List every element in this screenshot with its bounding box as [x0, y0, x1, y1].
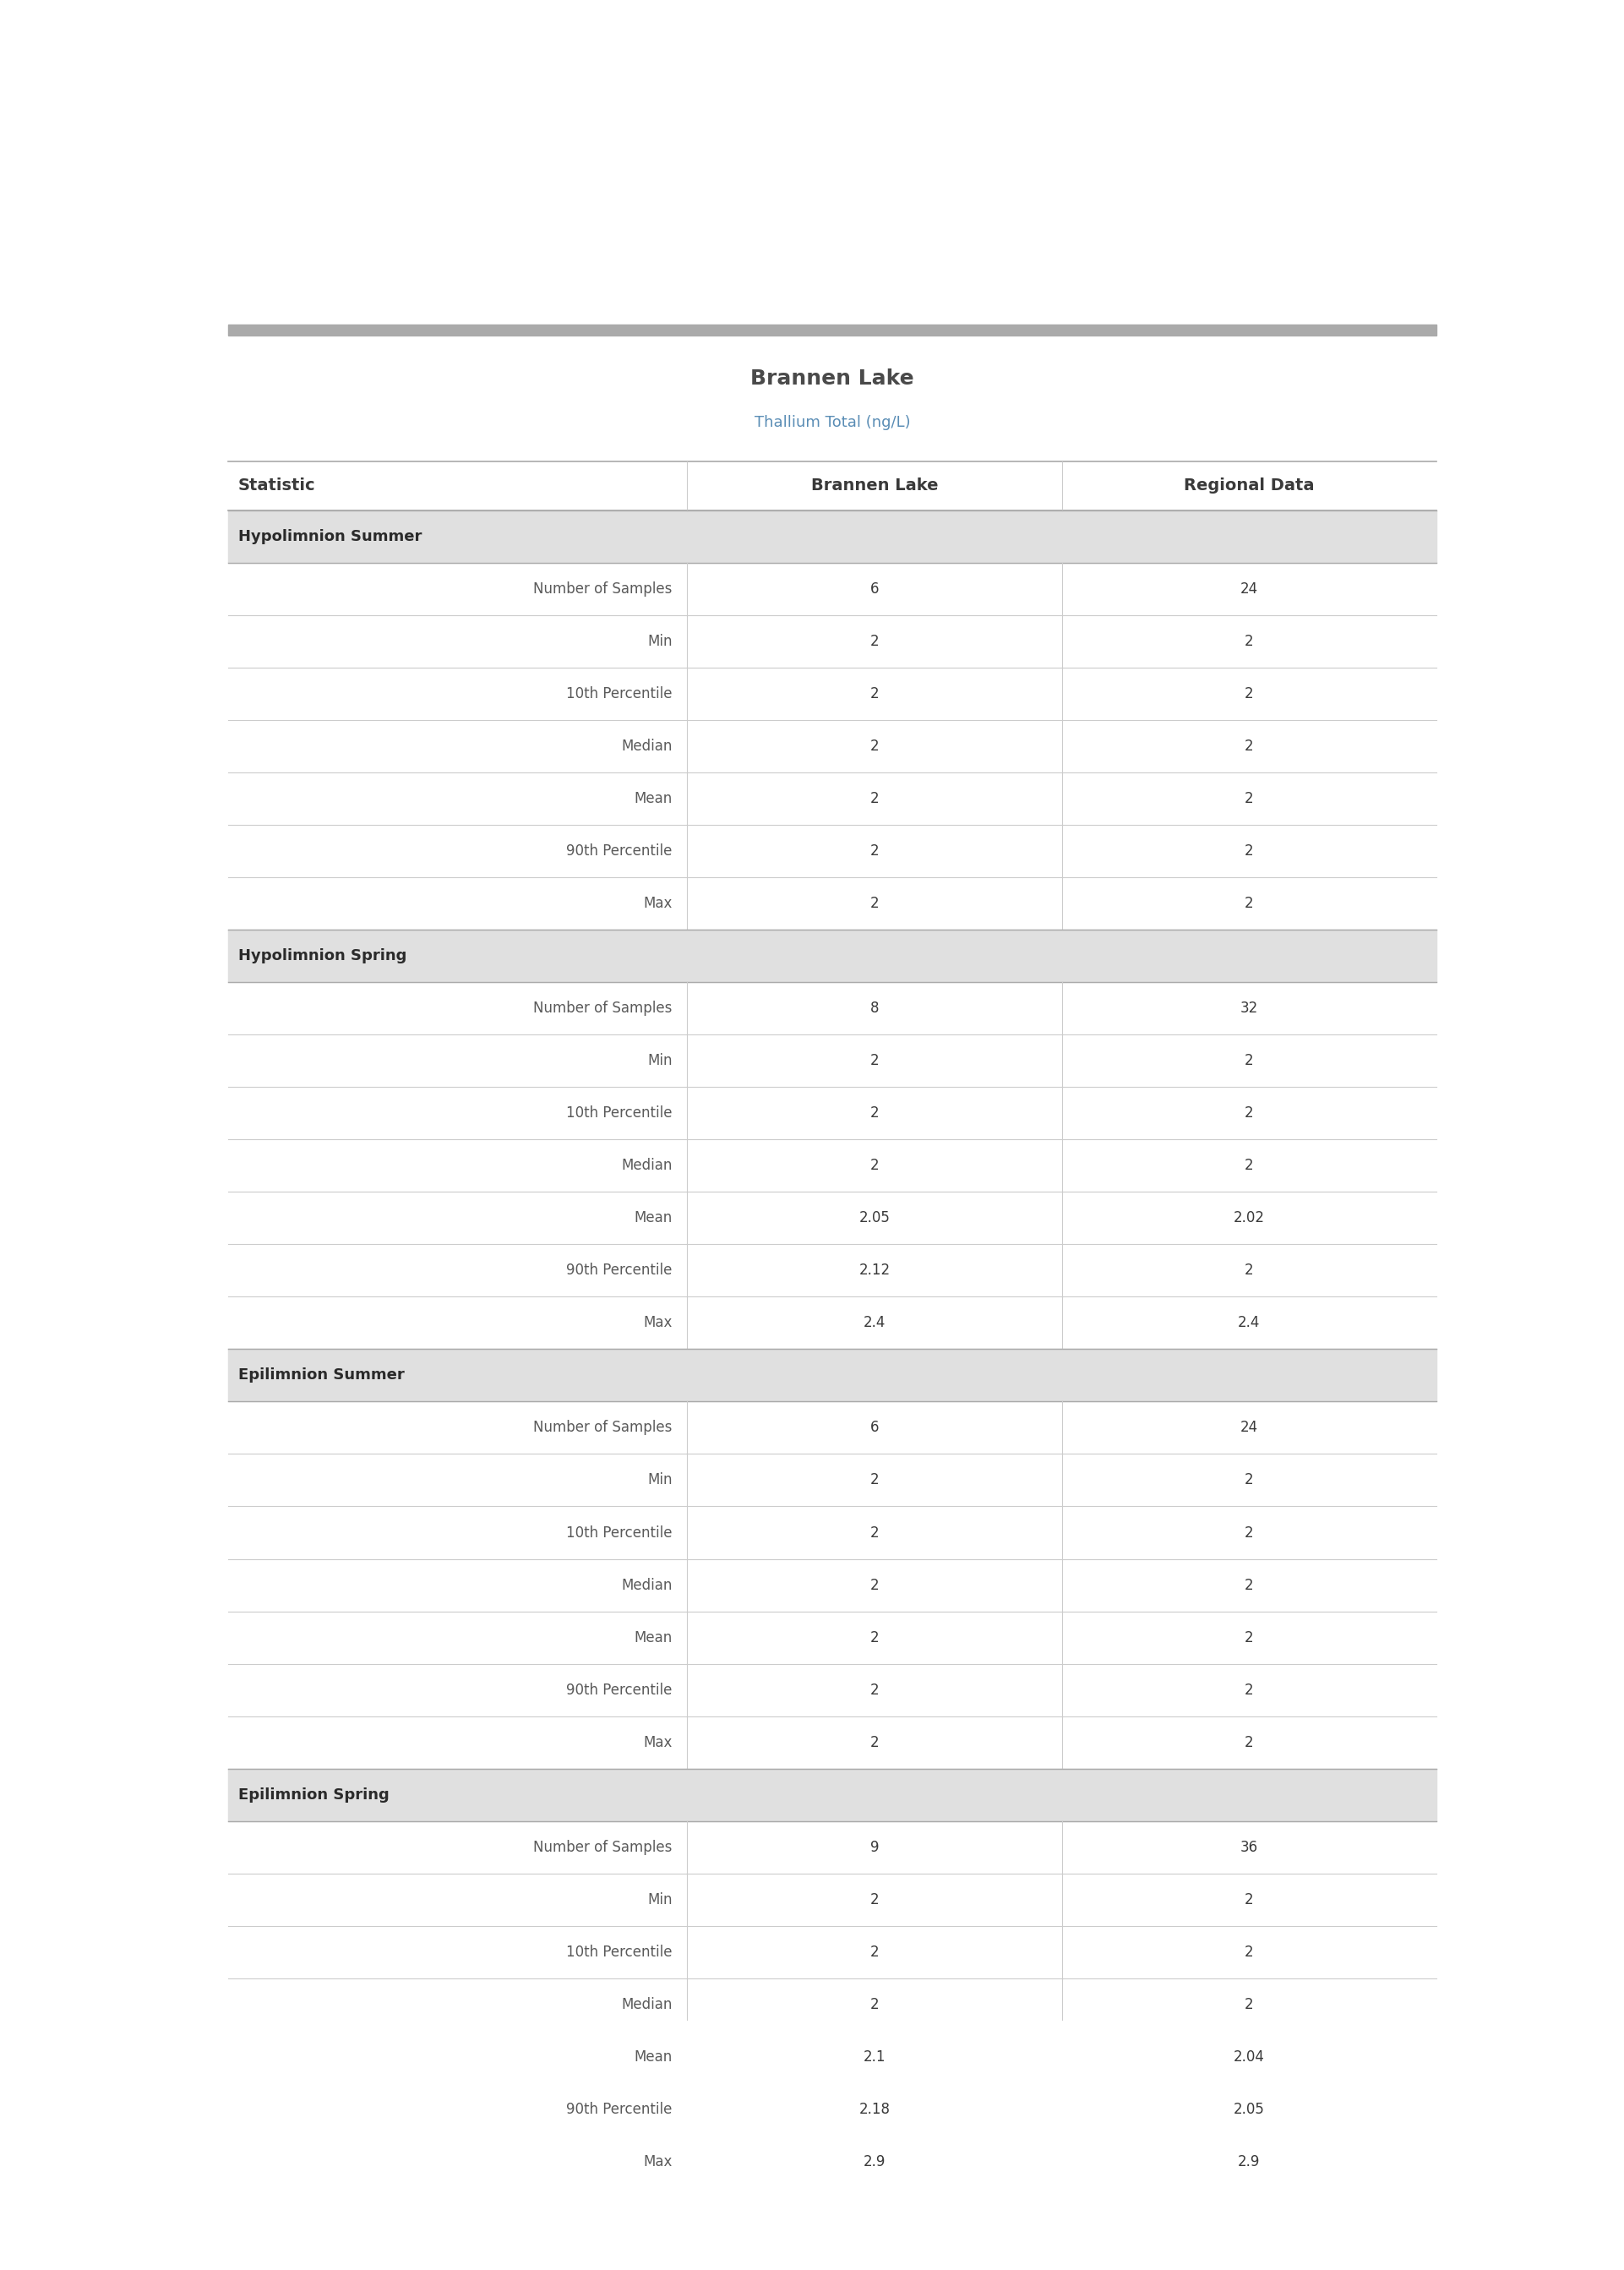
Text: 2: 2: [870, 1630, 879, 1646]
Text: 2: 2: [870, 738, 879, 754]
Text: Number of Samples: Number of Samples: [533, 1839, 672, 1855]
Text: Median: Median: [622, 1998, 672, 2011]
Text: 24: 24: [1241, 581, 1259, 597]
Text: 2: 2: [870, 790, 879, 806]
Text: 2.9: 2.9: [1237, 2154, 1260, 2170]
Text: 2: 2: [1244, 1053, 1254, 1069]
Text: 2: 2: [1244, 790, 1254, 806]
Text: 2: 2: [870, 844, 879, 858]
Text: 2: 2: [870, 1053, 879, 1069]
Text: 24: 24: [1241, 1421, 1259, 1435]
Text: Mean: Mean: [633, 1630, 672, 1646]
Text: 32: 32: [1241, 1001, 1259, 1017]
Text: Number of Samples: Number of Samples: [533, 1421, 672, 1435]
Text: Min: Min: [648, 1053, 672, 1069]
Text: 2: 2: [1244, 1473, 1254, 1487]
Text: 2: 2: [1244, 897, 1254, 910]
Bar: [227, 1348, 1436, 1401]
Text: 2: 2: [870, 1473, 879, 1487]
Text: Number of Samples: Number of Samples: [533, 581, 672, 597]
Text: 2: 2: [1244, 633, 1254, 649]
Bar: [227, 325, 1436, 336]
Text: Min: Min: [648, 1473, 672, 1487]
Text: Hypolimnion Spring: Hypolimnion Spring: [239, 949, 406, 962]
Text: 90th Percentile: 90th Percentile: [567, 2102, 672, 2118]
Text: Max: Max: [643, 1734, 672, 1750]
Text: 2: 2: [1244, 1262, 1254, 1278]
Text: 2.1: 2.1: [864, 2050, 885, 2066]
Text: 2: 2: [1244, 1734, 1254, 1750]
Text: 2: 2: [1244, 1105, 1254, 1121]
Text: Median: Median: [622, 738, 672, 754]
Text: Max: Max: [643, 897, 672, 910]
Text: Regional Data: Regional Data: [1184, 477, 1314, 493]
Text: 2: 2: [1244, 1158, 1254, 1174]
Text: 2: 2: [870, 897, 879, 910]
Text: 2.05: 2.05: [859, 1210, 890, 1226]
Text: 2.04: 2.04: [1234, 2050, 1265, 2066]
Text: 2: 2: [870, 1945, 879, 1959]
Text: 2: 2: [870, 1105, 879, 1121]
Text: 2: 2: [1244, 844, 1254, 858]
Text: 2: 2: [870, 686, 879, 701]
Bar: [227, 1768, 1436, 1821]
Text: 2: 2: [1244, 1682, 1254, 1698]
Text: Statistic: Statistic: [239, 477, 315, 493]
Text: 36: 36: [1241, 1839, 1259, 1855]
Text: 90th Percentile: 90th Percentile: [567, 1262, 672, 1278]
Text: 9: 9: [870, 1839, 879, 1855]
Text: 2: 2: [1244, 1893, 1254, 1907]
Text: 2: 2: [1244, 1525, 1254, 1541]
Text: 2: 2: [1244, 1945, 1254, 1959]
Text: 2: 2: [870, 1158, 879, 1174]
Text: 2.9: 2.9: [864, 2154, 885, 2170]
Text: Min: Min: [648, 633, 672, 649]
Text: Median: Median: [622, 1578, 672, 1594]
Text: 2: 2: [1244, 1578, 1254, 1594]
Text: Brannen Lake: Brannen Lake: [810, 477, 939, 493]
Text: Thallium Total (ng/L): Thallium Total (ng/L): [754, 415, 911, 431]
Text: 10th Percentile: 10th Percentile: [567, 1105, 672, 1121]
Text: 2: 2: [870, 1525, 879, 1541]
Bar: [227, 511, 1436, 563]
Text: Epilimnion Summer: Epilimnion Summer: [239, 1369, 404, 1382]
Text: 2: 2: [870, 1682, 879, 1698]
Text: 2: 2: [1244, 686, 1254, 701]
Text: Median: Median: [622, 1158, 672, 1174]
Text: 2.05: 2.05: [1234, 2102, 1265, 2118]
Text: Brannen Lake: Brannen Lake: [750, 370, 914, 388]
Text: 2: 2: [870, 1734, 879, 1750]
Text: 2: 2: [870, 1998, 879, 2011]
Text: 10th Percentile: 10th Percentile: [567, 1945, 672, 1959]
Text: 2.02: 2.02: [1234, 1210, 1265, 1226]
Text: 2: 2: [1244, 1998, 1254, 2011]
Text: 2: 2: [870, 1893, 879, 1907]
Text: Min: Min: [648, 1893, 672, 1907]
Text: 90th Percentile: 90th Percentile: [567, 844, 672, 858]
Text: 10th Percentile: 10th Percentile: [567, 1525, 672, 1541]
Text: Epilimnion Spring: Epilimnion Spring: [239, 1786, 390, 1802]
Text: 2.18: 2.18: [859, 2102, 890, 2118]
Text: 8: 8: [870, 1001, 879, 1017]
Text: Mean: Mean: [633, 790, 672, 806]
Text: Number of Samples: Number of Samples: [533, 1001, 672, 1017]
Text: 10th Percentile: 10th Percentile: [567, 686, 672, 701]
Text: 2: 2: [870, 633, 879, 649]
Text: 90th Percentile: 90th Percentile: [567, 1682, 672, 1698]
Text: 2: 2: [1244, 1630, 1254, 1646]
Text: Max: Max: [643, 2154, 672, 2170]
Text: Mean: Mean: [633, 2050, 672, 2066]
Text: 2.4: 2.4: [864, 1314, 885, 1330]
Text: 2: 2: [1244, 738, 1254, 754]
Text: 2.12: 2.12: [859, 1262, 890, 1278]
Text: Mean: Mean: [633, 1210, 672, 1226]
Text: 2: 2: [870, 1578, 879, 1594]
Text: Hypolimnion Summer: Hypolimnion Summer: [239, 529, 422, 545]
Bar: [227, 931, 1436, 983]
Text: Max: Max: [643, 1314, 672, 1330]
Text: 6: 6: [870, 1421, 879, 1435]
Text: 6: 6: [870, 581, 879, 597]
Text: 2.4: 2.4: [1237, 1314, 1260, 1330]
